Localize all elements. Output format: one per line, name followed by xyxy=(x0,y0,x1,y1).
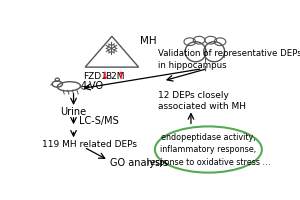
Text: 119 MH related DEPs: 119 MH related DEPs xyxy=(42,140,137,149)
Text: endopeptidase activity,
inflammatory response,
response to oxidative stress …: endopeptidase activity, inflammatory res… xyxy=(147,133,270,167)
Text: Validation of representative DEPs
in hippocampus: Validation of representative DEPs in hip… xyxy=(158,49,300,70)
Text: MH: MH xyxy=(140,36,156,46)
Text: ↓: ↓ xyxy=(100,71,108,81)
Text: ❅: ❅ xyxy=(103,41,118,59)
Text: 4-VO: 4-VO xyxy=(80,81,104,91)
Text: GO analysis: GO analysis xyxy=(110,158,168,168)
Text: 12 DEPs closely
associated with MH: 12 DEPs closely associated with MH xyxy=(158,91,246,111)
Text: FZD1: FZD1 xyxy=(83,72,107,81)
Text: Urine: Urine xyxy=(61,107,87,117)
Text: ↑: ↑ xyxy=(116,71,125,81)
Text: B2M: B2M xyxy=(105,72,124,81)
Text: LC-S/MS: LC-S/MS xyxy=(79,116,119,126)
